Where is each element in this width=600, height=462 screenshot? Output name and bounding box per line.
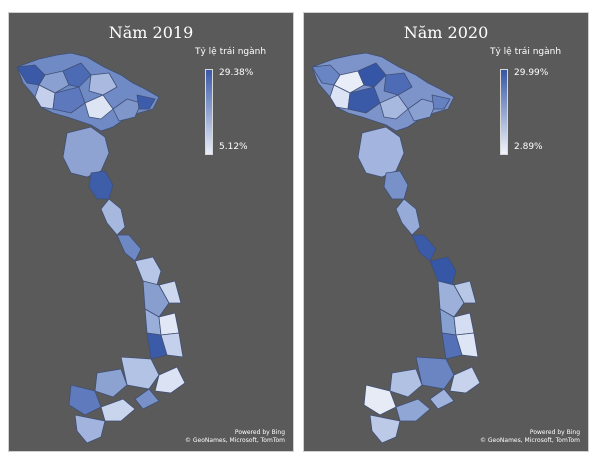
province-region [136,94,156,110]
map-attribution: Powered by Bing © GeoNames, Microsoft, T… [185,429,285,445]
province-region [142,280,170,318]
map-panel-2020: Năm 2020 Tỷ lệ trái ngành 29.99% 2.89% P… [303,12,589,452]
province-region [134,256,162,286]
province-region [134,388,160,410]
province-regions-2019 [16,52,186,444]
province-region [383,170,409,200]
province-region [357,62,387,88]
legend-min-value: 5.12% [219,142,248,152]
legend-max-value: 29.99% [514,68,549,78]
province-region [52,86,86,114]
map-panel-2019: Năm 2019 Tỷ lệ trái ngành 29.38% 5.12% P… [8,12,294,452]
province-region [38,70,70,94]
province-regions-2020 [311,52,481,444]
province-region [112,98,142,122]
map-title: Năm 2020 [403,23,489,42]
province-region [363,384,397,416]
province-region [74,414,106,444]
province-region [68,384,102,416]
attribution-powered-by: Powered by Bing [234,429,285,436]
legend-gradient-bar [205,69,213,155]
legend-title: Tỷ lệ trái ngành [490,47,562,57]
province-region [453,280,477,304]
province-region [407,98,437,122]
attribution-powered-by: Powered by Bing [529,429,580,436]
province-region [369,414,401,444]
province-region [415,356,455,390]
province-region [379,94,409,120]
province-region [389,368,423,398]
legend-title: Tỷ lệ trái ngành [195,47,267,57]
province-region [431,94,451,110]
province-region [158,312,180,336]
province-region [333,70,365,94]
province-region [88,72,118,96]
province-region [453,312,475,336]
province-region [449,366,481,394]
province-region [455,332,479,358]
map-attribution: Powered by Bing © GeoNames, Microsoft, T… [480,429,580,445]
province-region [383,72,413,96]
legend-max-value: 29.38% [219,68,254,78]
province-region [411,234,437,262]
province-region [94,368,128,398]
province-region [154,366,186,394]
province-region [84,94,114,120]
province-region [100,398,136,422]
province-region [116,234,142,262]
province-region [34,84,56,110]
province-region [395,198,421,236]
attribution-sources: © GeoNames, Microsoft, TomTom [184,437,285,444]
province-region [395,398,431,422]
province-region [429,388,455,410]
province-region [62,62,92,88]
legend-min-value: 2.89% [514,142,543,152]
province-region [357,126,405,178]
map-title: Năm 2019 [108,23,194,42]
province-region [62,126,110,178]
province-region [347,86,381,114]
province-region [429,256,457,286]
province-region [100,198,126,236]
attribution-sources: © GeoNames, Microsoft, TomTom [479,437,580,444]
vietnam-map-2020 [311,52,481,444]
province-region [158,280,182,304]
vietnam-map-2019 [16,52,186,444]
legend-gradient-bar [500,69,508,155]
province-region [329,84,351,110]
province-region [437,280,465,318]
province-region [88,170,114,200]
province-region [120,356,160,390]
province-region [160,332,184,358]
